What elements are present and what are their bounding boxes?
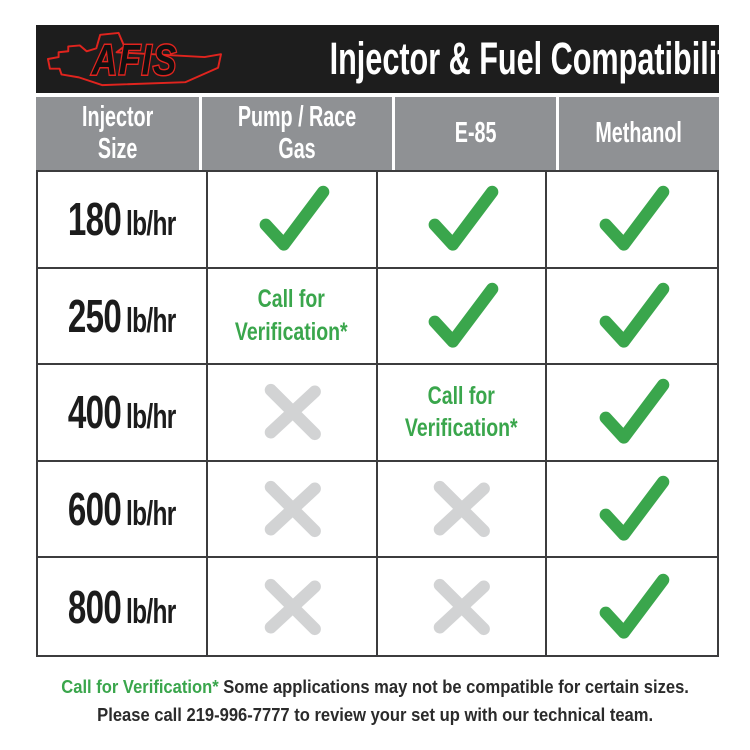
injector-size-value: 400 <box>68 386 122 439</box>
column-header-methanol: Methanol <box>555 97 719 170</box>
injector-size-unit: lb/hr <box>126 398 176 437</box>
afis-logo-graphic: AFIS <box>46 31 222 87</box>
page-title: Injector & Fuel Compatibility <box>232 33 750 85</box>
footnote-line2: Please call 219-996-7777 to review your … <box>97 705 653 725</box>
column-header-e85: E-85 <box>392 97 555 170</box>
afis-logo: AFIS <box>36 25 232 93</box>
injector-size-unit: lb/hr <box>126 205 176 244</box>
compatibility-cell <box>547 462 717 559</box>
call-for-verification-label: Call for Verification* <box>405 381 518 443</box>
injector-size-value: 600 <box>68 483 122 536</box>
header-divider <box>36 93 719 97</box>
footnote-line1-text: Some applications may not be compatible … <box>218 677 689 697</box>
check-icon <box>428 186 499 251</box>
compatibility-grid: 180 lb/hr 250 lb/hr Call for Verification* … <box>36 170 719 657</box>
cross-icon <box>434 578 491 635</box>
injector-size-value: 180 <box>68 193 122 246</box>
compatibility-cell: Call for Verification* <box>377 365 548 462</box>
check-icon <box>599 573 670 639</box>
check-icon <box>599 186 670 251</box>
compatibility-panel: AFIS Injector & Fuel Compatibility Injec… <box>36 25 744 657</box>
cross-icon <box>434 481 491 538</box>
check-icon <box>599 475 670 541</box>
injector-size-cell: 250 lb/hr <box>38 268 208 366</box>
call-for-verification-label: Call for Verification* <box>235 285 348 346</box>
check-icon <box>428 282 499 348</box>
page-title-text: Injector & Fuel Compatibility <box>329 33 745 84</box>
column-header-row: Injector Size Pump / Race Gas E-85 Metha… <box>36 97 719 170</box>
injector-size-value: 250 <box>68 289 122 342</box>
cross-icon <box>264 481 321 538</box>
column-header-pump-race-gas: Pump / Race Gas <box>199 97 392 170</box>
injector-outline <box>46 31 222 87</box>
injector-size-unit: lb/hr <box>126 495 176 534</box>
compatibility-cell <box>547 172 717 269</box>
compatibility-cell: Call for Verification* <box>207 268 378 366</box>
compatibility-cell <box>547 365 717 462</box>
compatibility-cell <box>547 269 717 366</box>
check-icon <box>599 379 670 445</box>
check-icon <box>599 282 670 348</box>
injector-size-value: 800 <box>68 580 122 633</box>
injector-size-unit: lb/hr <box>126 592 176 631</box>
compatibility-cell <box>377 461 548 559</box>
injector-size-cell: 600 lb/hr <box>38 461 208 559</box>
injector-size-cell: 180 lb/hr <box>38 172 208 269</box>
compatibility-cell <box>547 558 717 655</box>
afis-logo-text: AFIS <box>91 37 178 84</box>
cross-icon <box>264 578 321 635</box>
check-icon <box>259 186 329 251</box>
injector-size-cell: 400 lb/hr <box>38 365 208 462</box>
injector-size-cell: 800 lb/hr <box>38 558 208 655</box>
footnote-highlight: Call for Verification* <box>61 677 219 697</box>
footnote-line1: Call for Verification* Some applications… <box>61 673 689 701</box>
compatibility-cell <box>377 268 548 366</box>
cross-icon <box>264 384 321 441</box>
compatibility-cell <box>207 172 378 269</box>
title-bar: AFIS Injector & Fuel Compatibility <box>36 25 744 93</box>
compatibility-cell <box>207 365 378 462</box>
footnote: Call for Verification* Some applications… <box>0 673 750 729</box>
compatibility-cell <box>378 558 548 655</box>
column-header-injector-size: Injector Size <box>82 101 154 165</box>
compatibility-cell <box>377 172 548 269</box>
injector-size-unit: lb/hr <box>126 301 176 340</box>
compatibility-cell <box>208 558 378 655</box>
compatibility-cell <box>207 461 378 559</box>
